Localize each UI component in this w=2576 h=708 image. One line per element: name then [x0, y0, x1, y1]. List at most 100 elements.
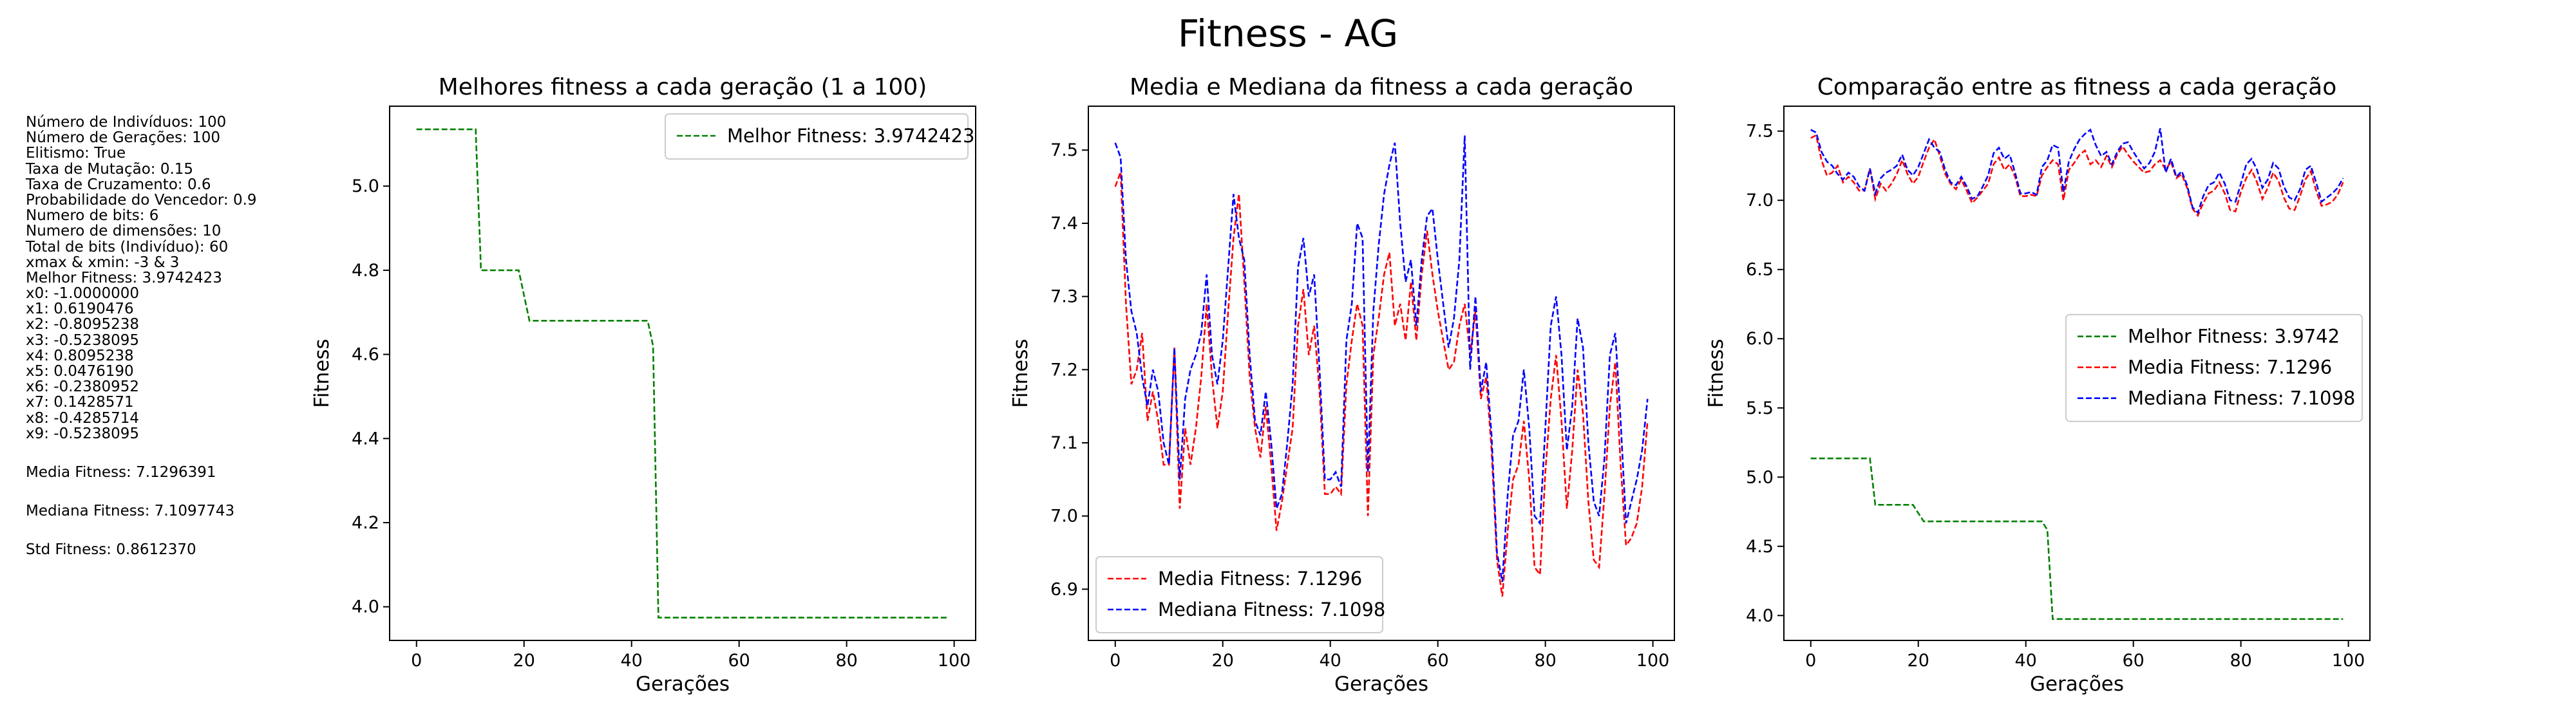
x-tick-label: 60	[728, 651, 750, 671]
legend-box	[665, 113, 969, 160]
parameter-line: x3: -0.5238095	[26, 331, 139, 349]
axes-frame	[1783, 106, 2371, 641]
x-tick-label: 40	[621, 651, 643, 671]
x-tick-label: 100	[1636, 651, 1670, 671]
x-tick-label: 60	[2122, 651, 2144, 671]
parameter-line: xmax & xmin: -3 & 3	[26, 254, 180, 271]
plot-area	[416, 128, 949, 619]
std-fitness-text: Std Fitness: 0.8612370	[26, 541, 196, 559]
x-tick-label: 80	[2230, 651, 2251, 671]
x-tick-label: 0	[1805, 651, 1816, 671]
legend-box	[1095, 556, 1383, 633]
parameter-line: x2: -0.8095238	[26, 316, 139, 333]
y-tick-label: 4.2	[352, 513, 379, 533]
parameter-line: x1: 0.6190476	[26, 301, 134, 318]
parameter-line: Melhor Fitness: 3.9742423	[26, 269, 222, 286]
chart-1: Melhores fitness a cada geração (1 a 100…	[310, 74, 976, 696]
x-tick-label: 20	[1908, 651, 1929, 671]
y-tick-label: 7.5	[1050, 140, 1078, 160]
legend-box	[2065, 313, 2363, 422]
parameter-line: x0: -1.0000000	[26, 285, 139, 303]
parameter-line: Elitismo: True	[26, 145, 126, 162]
y-tick-label: 4.0	[1746, 606, 1774, 626]
x-tick-label: 80	[1534, 651, 1556, 671]
parameter-line: x7: 0.1428571	[26, 394, 134, 411]
y-tick-label: 5.0	[352, 176, 379, 196]
axes-frame	[1088, 106, 1675, 641]
x-tick-label: 80	[835, 651, 857, 671]
x-tick-label: 100	[938, 651, 971, 671]
y-tick-label: 4.4	[352, 429, 379, 449]
y-tick-label: 4.6	[352, 345, 379, 365]
parameter-line: x9: -0.5238095	[26, 425, 139, 442]
series-line-1	[416, 128, 949, 619]
x-axis-label: Gerações	[636, 673, 730, 696]
y-tick-label: 7.2	[1050, 360, 1078, 380]
y-tick-label: 4.5	[1746, 537, 1774, 557]
y-tick-label: 7.3	[1050, 287, 1078, 307]
parameter-line: x6: -0.2380952	[26, 378, 139, 396]
legend-label: Mediana Fitness: 7.1098	[2128, 387, 2355, 409]
y-tick-label: 7.0	[1050, 507, 1078, 526]
parameter-line: Numero de dimensões: 10	[26, 223, 222, 240]
chart-title: Melhores fitness a cada geração (1 a 100…	[439, 74, 927, 100]
axes-frame	[389, 106, 976, 641]
parameter-line: Taxa de Mutação: 0.15	[26, 160, 194, 178]
y-tick-label: 4.8	[352, 261, 379, 281]
y-tick-label: 4.0	[352, 597, 379, 617]
legend-label: Melhor Fitness: 3.9742	[2128, 326, 2340, 348]
x-tick-label: 40	[2015, 651, 2037, 671]
y-tick-label: 6.0	[1746, 329, 1774, 349]
chart-title: Comparação entre as fitness a cada geraç…	[1817, 74, 2336, 100]
chart-2: Media e Mediana da fitness a cada geraçã…	[1009, 74, 1675, 696]
y-axis-label: Fitness	[1009, 339, 1032, 407]
y-axis-label: Fitness	[1705, 339, 1728, 407]
y-tick-label: 7.4	[1050, 214, 1078, 234]
y-tick-label: 6.9	[1050, 579, 1078, 599]
parameter-line: Número de Gerações: 100	[26, 129, 221, 147]
legend-label: Media Fitness: 7.1296	[1158, 568, 1362, 590]
plot-area	[1810, 128, 2344, 620]
x-tick-label: 40	[1320, 651, 1341, 671]
parameter-line: x4: 0.8095238	[26, 347, 134, 364]
x-tick-label: 20	[513, 651, 535, 671]
x-axis-label: Gerações	[1334, 673, 1428, 696]
y-tick-label: 5.0	[1746, 467, 1774, 487]
x-tick-label: 20	[1212, 651, 1234, 671]
chart-title: Media e Mediana da fitness a cada geraçã…	[1130, 74, 1633, 100]
x-tick-label: 0	[411, 651, 422, 671]
parameter-line: Numero de bits: 6	[26, 207, 159, 225]
parameters-panel: Número de Indivíduos: 100 Número de Geraç…	[26, 115, 257, 558]
y-tick-label: 5.5	[1746, 398, 1774, 418]
legend: Melhor Fitness: 3.9742 Media Fitness: 7.1…	[2065, 313, 2363, 422]
legend-label: Melhor Fitness: 3.9742423	[727, 125, 974, 147]
y-tick-label: 7.0	[1746, 191, 1774, 210]
y-tick-label: 7.1	[1050, 433, 1078, 453]
chart-3: Comparação entre as fitness a cada geraç…	[1705, 74, 2371, 696]
parameter-line: Probabilidade do Vencedor: 0.9	[26, 191, 257, 209]
series-line-1	[1114, 171, 1649, 597]
series-line-1	[1810, 457, 2344, 620]
x-tick-label: 60	[1426, 651, 1448, 671]
x-tick-label: 0	[1110, 651, 1121, 671]
series-line-2	[1114, 135, 1649, 582]
parameter-line: Total de bits (Indivíduo): 60	[26, 238, 229, 256]
legend-label: Mediana Fitness: 7.1098	[1158, 599, 1385, 620]
parameter-line: x5: 0.0476190	[26, 363, 134, 380]
x-tick-label: 100	[2332, 651, 2365, 671]
legend: Media Fitness: 7.1296 Mediana Fitness: 7.…	[1095, 556, 1385, 633]
series-line-2	[1810, 134, 2344, 218]
parameter-line: Taxa de Cruzamento: 0.6	[26, 176, 211, 193]
y-tick-label: 6.5	[1746, 260, 1774, 280]
figure-title: Fitness - AG	[1177, 12, 1399, 55]
x-axis-label: Gerações	[2030, 673, 2124, 696]
legend-label: Media Fitness: 7.1296	[2128, 357, 2332, 378]
legend: Melhor Fitness: 3.9742423	[665, 113, 974, 160]
y-tick-label: 7.5	[1746, 122, 1774, 142]
plot-area	[1114, 135, 1649, 597]
y-axis-label: Fitness	[310, 339, 334, 407]
parameter-line: x8: -0.4285714	[26, 409, 139, 427]
media-fitness-text: Media Fitness: 7.1296391	[26, 463, 216, 481]
series-line-3	[1810, 128, 2344, 215]
